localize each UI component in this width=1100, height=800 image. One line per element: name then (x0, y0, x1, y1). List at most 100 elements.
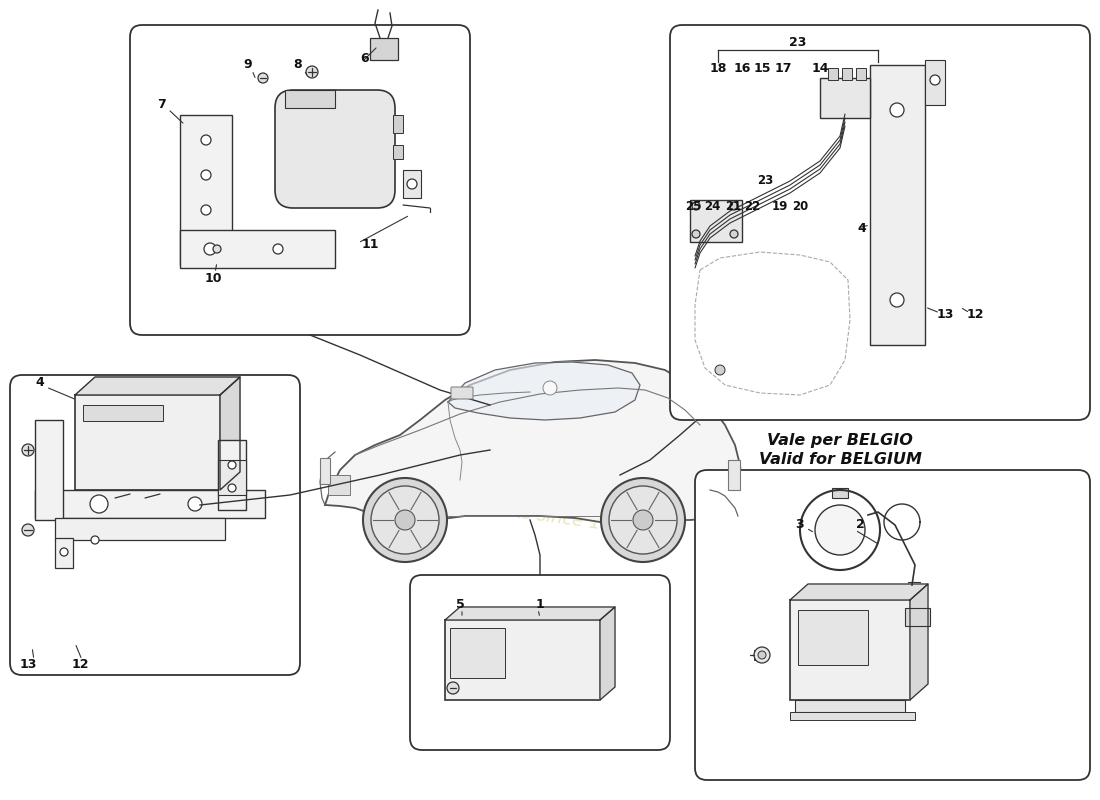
Circle shape (890, 103, 904, 117)
Text: 3: 3 (795, 518, 804, 531)
Bar (446, 620, 600, 700)
Text: 23: 23 (757, 174, 773, 187)
Text: 25: 25 (685, 201, 701, 214)
Circle shape (228, 461, 236, 469)
Circle shape (201, 205, 211, 215)
Bar (842, 68, 852, 80)
Polygon shape (220, 377, 240, 490)
FancyBboxPatch shape (10, 375, 300, 675)
Circle shape (407, 179, 417, 189)
Circle shape (609, 486, 676, 554)
Circle shape (201, 170, 211, 180)
Text: a passion for parts since 1982: a passion for parts since 1982 (364, 482, 636, 538)
Circle shape (371, 486, 439, 554)
FancyBboxPatch shape (130, 25, 470, 335)
Bar (393, 115, 403, 133)
Text: 23: 23 (790, 35, 806, 49)
Circle shape (306, 66, 318, 78)
Text: 20: 20 (792, 201, 808, 214)
Bar (832, 488, 848, 498)
Bar (393, 145, 403, 159)
Circle shape (730, 202, 738, 210)
Bar (180, 230, 336, 268)
Polygon shape (695, 252, 850, 395)
FancyBboxPatch shape (451, 387, 473, 399)
Polygon shape (448, 362, 640, 420)
Circle shape (447, 682, 459, 694)
FancyBboxPatch shape (695, 470, 1090, 780)
Bar (370, 38, 398, 60)
Bar (925, 60, 945, 105)
Text: 14: 14 (812, 62, 828, 74)
Text: 16: 16 (734, 62, 750, 74)
Bar (403, 170, 421, 198)
Text: 1: 1 (536, 598, 544, 611)
Bar (320, 458, 330, 484)
Text: 4: 4 (858, 222, 867, 234)
FancyBboxPatch shape (670, 25, 1090, 420)
Circle shape (228, 484, 236, 492)
Circle shape (692, 202, 700, 210)
Circle shape (754, 647, 770, 663)
Circle shape (890, 293, 904, 307)
Text: 24: 24 (704, 201, 720, 214)
Circle shape (692, 230, 700, 238)
Bar (35, 420, 63, 520)
Circle shape (930, 75, 940, 85)
Text: 17: 17 (774, 62, 792, 74)
Polygon shape (790, 584, 928, 600)
Bar (754, 650, 762, 660)
Circle shape (758, 651, 766, 659)
Bar (798, 610, 868, 665)
FancyBboxPatch shape (275, 90, 395, 208)
Text: 13: 13 (20, 658, 36, 671)
Text: 4: 4 (35, 377, 44, 390)
Circle shape (22, 444, 34, 456)
Polygon shape (910, 584, 928, 700)
Text: 12: 12 (966, 309, 983, 322)
Bar (728, 460, 740, 490)
Polygon shape (600, 607, 615, 700)
Text: 15: 15 (754, 62, 771, 74)
Text: 2: 2 (856, 518, 865, 531)
Text: 22: 22 (744, 201, 760, 214)
Bar (790, 600, 910, 700)
Bar (82, 405, 163, 421)
Text: 8: 8 (294, 58, 302, 71)
Bar (218, 440, 246, 510)
Text: 10: 10 (205, 271, 222, 285)
Circle shape (188, 497, 202, 511)
Circle shape (395, 510, 415, 530)
Bar (828, 68, 838, 80)
Circle shape (258, 73, 268, 83)
Bar (790, 712, 915, 720)
Circle shape (91, 536, 99, 544)
Text: 18: 18 (710, 62, 727, 74)
Circle shape (601, 478, 685, 562)
Circle shape (213, 245, 221, 253)
Bar (795, 700, 905, 712)
Circle shape (273, 244, 283, 254)
Polygon shape (324, 360, 742, 522)
Circle shape (201, 135, 211, 145)
Bar (690, 200, 743, 242)
Bar (55, 538, 73, 568)
Text: 12: 12 (72, 658, 89, 671)
Text: 21: 21 (725, 201, 741, 214)
Text: 5: 5 (455, 598, 464, 611)
Text: Valid for BELGIUM: Valid for BELGIUM (759, 453, 922, 467)
Bar (75, 395, 220, 490)
Circle shape (715, 365, 725, 375)
Text: europ4rts: europ4rts (428, 424, 631, 486)
Circle shape (815, 505, 865, 555)
Bar (35, 490, 265, 518)
Bar (856, 68, 866, 80)
Text: 11: 11 (361, 238, 378, 251)
Bar (450, 628, 505, 678)
Text: 9: 9 (244, 58, 252, 71)
Bar (820, 78, 870, 118)
Bar (180, 115, 232, 265)
Circle shape (632, 510, 653, 530)
Text: 19: 19 (772, 201, 789, 214)
Text: 6: 6 (361, 51, 370, 65)
